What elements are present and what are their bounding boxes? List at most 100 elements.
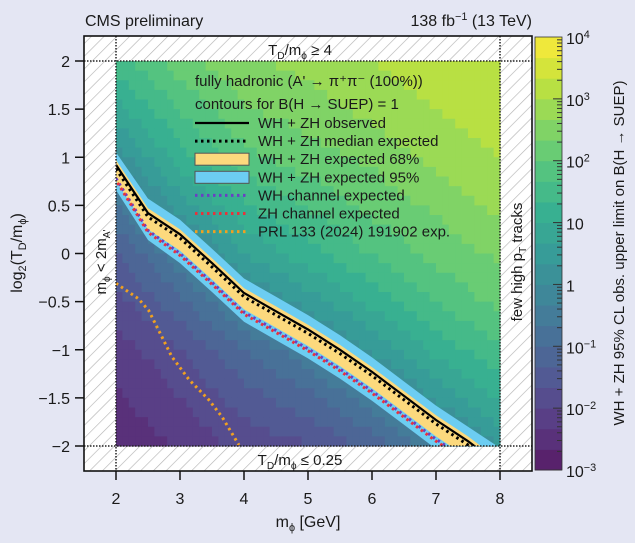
heatmap-cell [173, 157, 181, 168]
heatmap-cell [436, 349, 443, 360]
heatmap-cell [404, 61, 411, 72]
heatmap-cell [192, 407, 200, 418]
text-segment: −1 [584, 338, 596, 350]
heatmap-cell [429, 311, 437, 322]
heatmap-cell [122, 99, 130, 110]
heatmap-cell [256, 195, 264, 206]
heatmap-cell [474, 369, 482, 380]
heatmap-cell [346, 320, 354, 331]
heatmap-cell [308, 388, 315, 399]
heatmap-cell [192, 128, 200, 139]
heatmap-cell [320, 89, 328, 100]
heatmap-cell [378, 320, 386, 331]
text-segment: T [258, 452, 267, 469]
heatmap-cell [186, 61, 194, 72]
heatmap-cell [333, 234, 341, 245]
heatmap-cell [404, 89, 411, 100]
heatmap-cell [154, 388, 162, 399]
heatmap-cell [372, 320, 379, 331]
heatmap-cell [487, 166, 495, 177]
heatmap-cell [378, 292, 386, 303]
heatmap-cell [468, 282, 475, 293]
heatmap-cell [429, 282, 437, 293]
heatmap-cell [423, 388, 431, 399]
heatmap-cell [493, 243, 501, 254]
heatmap-cell [493, 407, 501, 418]
heatmap-cell [365, 397, 373, 408]
text-segment: D [17, 242, 29, 250]
heatmap-cell [263, 147, 271, 158]
observed-line [116, 164, 477, 446]
heatmap-cell [365, 272, 373, 283]
heatmap-cell [263, 243, 271, 254]
heatmap-cell [346, 311, 354, 322]
heatmap-cell [314, 157, 322, 168]
heatmap-cell [141, 263, 149, 274]
heatmap-cell [480, 215, 488, 226]
heatmap-cell [308, 109, 315, 120]
heatmap-cell [205, 215, 213, 226]
heatmap-cell [365, 215, 373, 226]
heatmap-cell [340, 99, 347, 110]
heatmap-cell [461, 61, 469, 72]
heatmap-cell [231, 253, 239, 264]
heatmap-cell [212, 378, 219, 389]
heatmap-cell [391, 118, 399, 129]
heatmap-cell [378, 224, 386, 235]
heatmap-cell [372, 417, 379, 428]
heatmap-cell [288, 89, 296, 100]
heatmap-cell [461, 330, 469, 341]
text-segment: 10 [566, 464, 584, 481]
heatmap-cell [359, 138, 367, 149]
heatmap-cell [199, 359, 207, 370]
heatmap-cell [327, 118, 335, 129]
heatmap-cell [308, 118, 315, 129]
heatmap-cell [160, 166, 168, 177]
heatmap-cell [282, 292, 290, 303]
heatmap-cell [276, 128, 283, 139]
heatmap-cell [461, 417, 469, 428]
heatmap-cell [436, 176, 443, 187]
heatmap-cell [231, 186, 239, 197]
heatmap-cell [128, 234, 136, 245]
heatmap-cell [372, 195, 379, 206]
heatmap-cell [212, 224, 219, 235]
heatmap-cell [167, 205, 175, 216]
heatmap-cell [116, 99, 123, 110]
heatmap-cell [205, 138, 213, 149]
heatmap-cell [154, 359, 162, 370]
heatmap-cell [493, 147, 501, 158]
heatmap-cell [237, 397, 245, 408]
heatmap-cell [397, 80, 405, 91]
heatmap-cell [212, 311, 219, 322]
heatmap-cell [128, 89, 136, 100]
heatmap-cell [436, 138, 443, 149]
heatmap-cell [372, 186, 379, 197]
heatmap-cell [487, 157, 495, 168]
heatmap-cell [180, 436, 187, 447]
heatmap-cell [410, 436, 418, 447]
heatmap-cell [186, 292, 194, 303]
heatmap-cell [493, 397, 501, 408]
heatmap-cell [237, 417, 245, 428]
heatmap-cell [372, 99, 379, 110]
heatmap-cell [148, 147, 155, 158]
heatmap-cell [160, 436, 168, 447]
heatmap-cell [410, 224, 418, 235]
heatmap-cell [173, 397, 181, 408]
heatmap-cell [173, 301, 181, 312]
heatmap-cell [340, 109, 347, 120]
heatmap-cell [135, 426, 143, 437]
heatmap-cell [263, 378, 271, 389]
heatmap-cell [416, 205, 424, 216]
heatmap-cell [192, 320, 200, 331]
heatmap-cell [269, 176, 277, 187]
heatmap-cell [320, 243, 328, 254]
heatmap-cell [218, 186, 226, 197]
heatmap-cell [423, 205, 431, 216]
heatmap-cell [263, 186, 271, 197]
heatmap-cell [116, 118, 123, 129]
heatmap-cell [301, 215, 309, 226]
heatmap-cell [436, 157, 443, 168]
heatmap-cell [436, 397, 443, 408]
